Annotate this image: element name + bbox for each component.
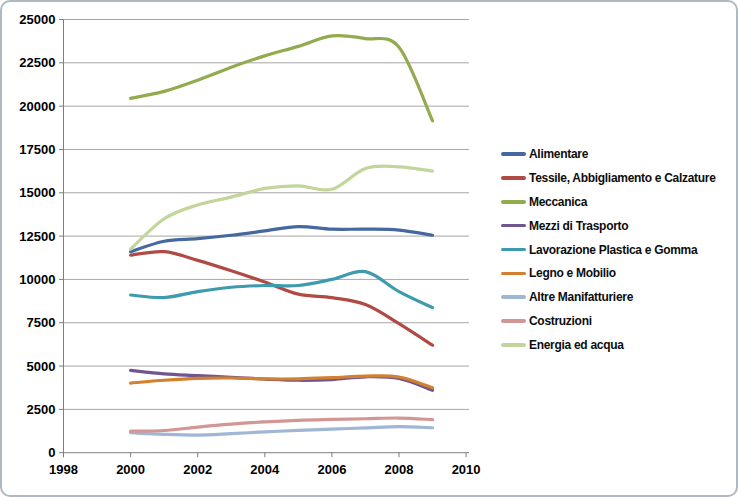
legend-item-2[interactable]: Tessile, Abbigliamento e Calzature (501, 166, 716, 190)
legend-swatch-icon (501, 200, 526, 204)
legend-item-5[interactable]: Lavorazione Plastica e Gomma (501, 238, 716, 262)
y-tick-label: 7500 (27, 315, 56, 330)
y-tick-label: 20000 (19, 99, 55, 114)
legend-label: Alimentare (529, 147, 588, 161)
y-tick-label: 25000 (19, 12, 55, 27)
legend-item-7[interactable]: Altre Manifatturiere (501, 285, 716, 309)
y-tick-label: 0 (48, 445, 55, 460)
legend-label: Costruzioni (529, 314, 592, 328)
legend-label: Altre Manifatturiere (529, 290, 633, 304)
legend-item-4[interactable]: Mezzi di Trasporto (501, 214, 716, 238)
chart-frame: 0 2500 5000 7500 10000 12500 15000 17500 20000 22… (0, 0, 738, 497)
legend-label: Mezzi di Trasporto (529, 219, 628, 233)
legend-swatch-icon (501, 272, 526, 276)
legend-swatch-icon (501, 319, 526, 323)
chart-legend: Alimentare Tessile, Abbigliamento e Calza… (501, 142, 716, 357)
y-tick-label: 22500 (19, 55, 55, 70)
legend-label: Tessile, Abbigliamento e Calzature (529, 171, 716, 185)
series-line-9 (131, 166, 433, 249)
legend-item-1[interactable]: Alimentare (501, 142, 716, 166)
legend-item-8[interactable]: Costruzioni (501, 309, 716, 333)
series-line-1 (131, 227, 433, 252)
y-tick-label: 5000 (27, 359, 56, 374)
legend-label: Energia ed acqua (529, 338, 624, 352)
legend-item-3[interactable]: Meccanica (501, 190, 716, 214)
legend-item-9[interactable]: Energia ed acqua (501, 333, 716, 357)
legend-swatch-icon (501, 176, 526, 180)
legend-label: Meccanica (529, 195, 587, 209)
legend-label: Legno e Mobilio (529, 266, 616, 280)
x-tick-label: 2006 (317, 462, 346, 477)
legend-swatch-icon (501, 343, 526, 347)
legend-swatch-icon (501, 295, 526, 299)
y-tick-label: 10000 (19, 272, 55, 287)
legend-item-6[interactable]: Legno e Mobilio (501, 261, 716, 285)
series-line-2 (131, 252, 433, 346)
legend-swatch-icon (501, 224, 526, 228)
y-tick-label: 12500 (19, 229, 55, 244)
x-tick-label: 1998 (49, 462, 78, 477)
legend-swatch-icon (501, 248, 526, 252)
y-tick-label: 17500 (19, 142, 55, 157)
y-tick-label: 15000 (19, 185, 55, 200)
x-tick-label: 2000 (116, 462, 145, 477)
x-tick-label: 2002 (183, 462, 212, 477)
legend-swatch-icon (501, 152, 526, 156)
legend-label: Lavorazione Plastica e Gomma (529, 243, 697, 257)
x-tick-label: 2010 (452, 462, 481, 477)
x-tick-label: 2008 (385, 462, 414, 477)
y-tick-label: 2500 (27, 402, 56, 417)
series-line-3 (131, 36, 433, 121)
x-tick-label: 2004 (250, 462, 280, 477)
series-line-8 (131, 418, 433, 431)
